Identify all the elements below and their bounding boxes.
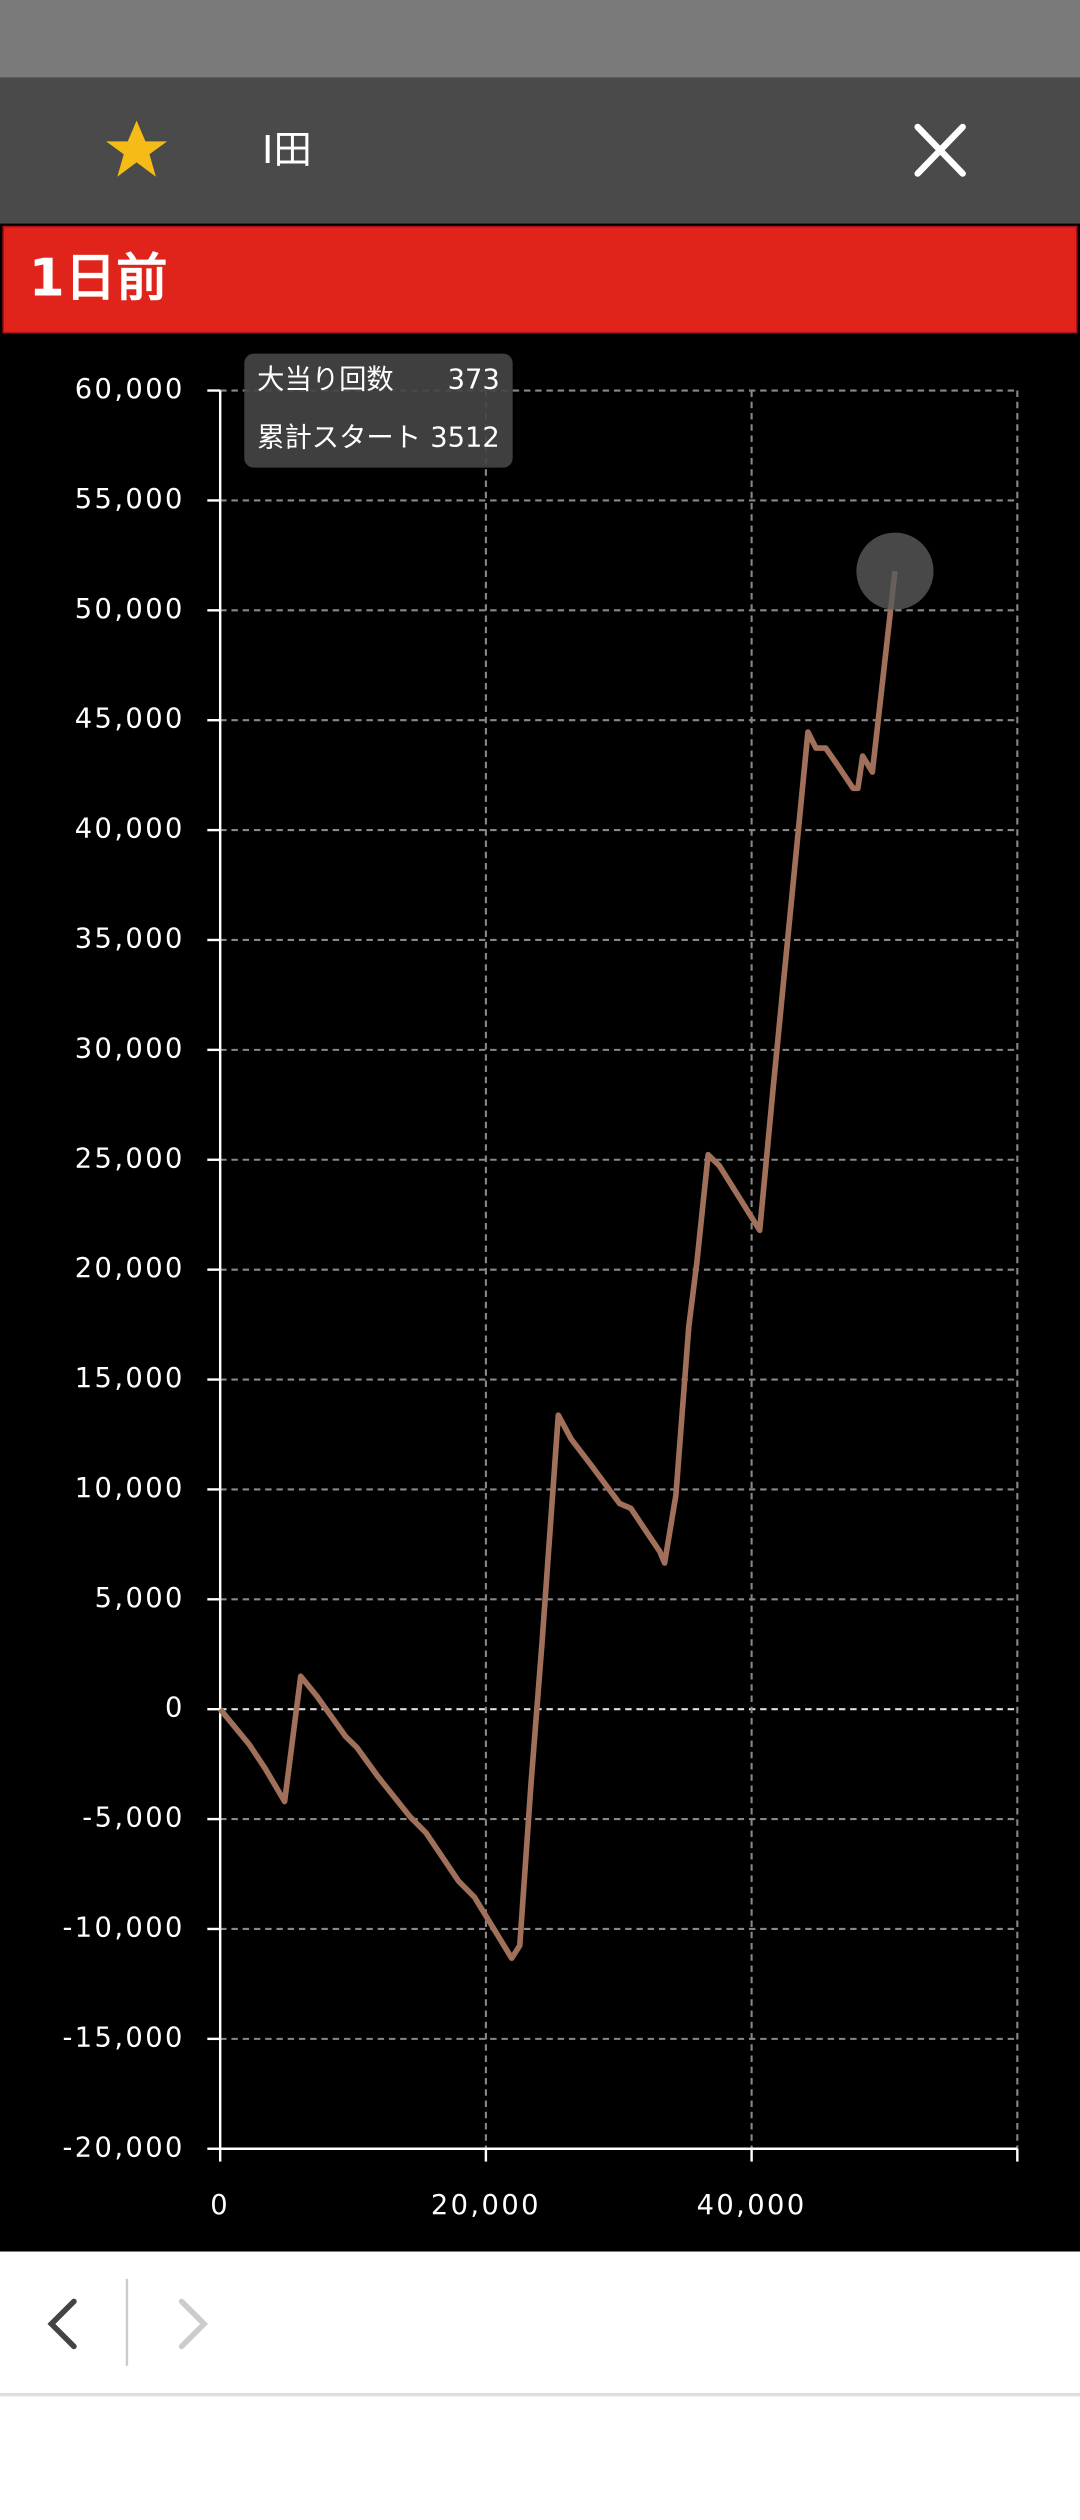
y-tick-label: -20,000 xyxy=(63,2132,185,2163)
y-tick-label: 50,000 xyxy=(75,594,185,625)
tooltip-value: 3512 xyxy=(430,422,500,453)
tooltip: 大当り回数 373 累計スタート 3512 xyxy=(244,353,513,468)
tooltip-value: 373 xyxy=(448,364,500,395)
y-tick-label: 40,000 xyxy=(75,814,185,845)
y-tick-label: 30,000 xyxy=(75,1033,185,1064)
nav-bar xyxy=(0,2251,1080,2395)
tooltip-label: 大当り回数 xyxy=(257,364,394,395)
banner-title: 1日前 xyxy=(29,248,168,308)
y-tick-label: 0 xyxy=(165,1693,185,1724)
tooltip-label: 累計スタート xyxy=(257,422,421,453)
y-tick-label: 5,000 xyxy=(95,1583,185,1614)
header-title: I田 xyxy=(262,128,312,173)
y-tick-label: -10,000 xyxy=(63,1912,185,1943)
y-tick-label: 15,000 xyxy=(75,1363,185,1394)
y-tick-label: 25,000 xyxy=(75,1143,185,1174)
x-tick-label: 20,000 xyxy=(431,2190,541,2221)
status-bar xyxy=(0,0,1080,78)
y-tick-label: 55,000 xyxy=(75,484,185,515)
prev-button[interactable] xyxy=(47,2298,77,2350)
data-line xyxy=(218,570,898,1962)
x-tick-label: 40,000 xyxy=(697,2190,807,2221)
y-tick-label: 35,000 xyxy=(75,923,185,954)
close-button[interactable] xyxy=(914,123,966,177)
banner xyxy=(2,225,1078,334)
header-bar xyxy=(0,77,1080,224)
chart-panel xyxy=(0,223,1080,2252)
y-tick-label: -5,000 xyxy=(82,1803,185,1834)
tooltip-box xyxy=(244,353,513,468)
next-button[interactable] xyxy=(178,2298,209,2350)
chart: -20,000 -15,000 -10,000 -5,000 0 5,000 10,000 1… xyxy=(63,374,1019,2221)
x-tick-label: 0 xyxy=(210,2190,230,2221)
y-tick-label: 10,000 xyxy=(75,1473,185,1504)
y-tick-label: 20,000 xyxy=(75,1253,185,1284)
y-tick-label: 45,000 xyxy=(75,704,185,735)
highlight-point xyxy=(856,532,934,610)
y-tick-label: 60,000 xyxy=(75,374,185,405)
y-tick-label: -15,000 xyxy=(63,2022,185,2053)
